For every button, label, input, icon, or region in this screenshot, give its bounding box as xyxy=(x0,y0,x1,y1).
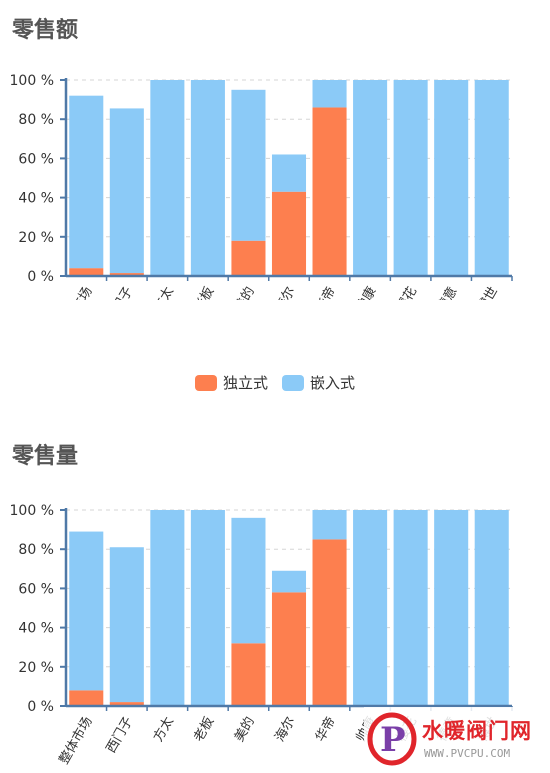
watermark: P 水暖阀门网 WWW.PVCPU.COM xyxy=(364,707,544,769)
legend-item-builtin[interactable]: 嵌入式 xyxy=(282,372,355,393)
x-tick-label: 西门子 xyxy=(104,285,136,301)
x-tick-label: 整体市场 xyxy=(56,714,96,767)
retail-sales-title: 零售额 xyxy=(12,18,79,43)
bar-segment-builtin[interactable] xyxy=(434,510,469,706)
x-tick-label: 帅康 xyxy=(353,284,380,300)
x-tick-label: 博世 xyxy=(475,285,501,300)
x-tick-label: 方太 xyxy=(150,714,177,745)
bar-segment-builtin[interactable] xyxy=(109,547,144,703)
bar-segment-standalone[interactable] xyxy=(312,539,347,706)
watermark-logo-icon: P xyxy=(367,712,417,766)
bar-segment-builtin[interactable] xyxy=(231,517,266,644)
x-tick-label: 华帝 xyxy=(312,284,339,300)
legend: 独立式 嵌入式 xyxy=(0,372,550,393)
x-tick-label: 美的 xyxy=(231,714,258,745)
x-tick-label: 华帝 xyxy=(312,714,339,745)
bar-segment-standalone[interactable] xyxy=(312,107,347,276)
watermark-logo-letter: P xyxy=(380,720,406,760)
y-tick-label: 60 % xyxy=(18,151,54,167)
y-tick-label: 80 % xyxy=(18,112,54,128)
x-tick-label: 西门子 xyxy=(104,715,136,756)
bar-segment-builtin[interactable] xyxy=(231,89,266,241)
retail-volume-title: 零售量 xyxy=(12,444,79,469)
bar-segment-builtin[interactable] xyxy=(271,154,307,192)
bar-segment-builtin[interactable] xyxy=(69,95,104,269)
bar-segment-builtin[interactable] xyxy=(434,80,469,276)
y-tick-label: 0 % xyxy=(27,699,54,715)
x-tick-label: 方太 xyxy=(150,284,177,300)
x-tick-label: 整体市场 xyxy=(56,284,96,300)
x-tick-label: 海尔 xyxy=(272,715,298,745)
y-tick-label: 60 % xyxy=(18,581,54,597)
y-tick-label: 20 % xyxy=(18,230,54,246)
bar-segment-builtin[interactable] xyxy=(474,510,509,706)
y-tick-label: 0 % xyxy=(27,269,54,285)
bar-segment-standalone[interactable] xyxy=(69,690,104,706)
bar-segment-standalone[interactable] xyxy=(231,240,266,276)
bar-segment-standalone[interactable] xyxy=(109,273,144,276)
y-tick-label: 40 % xyxy=(18,191,54,207)
bar-segment-builtin[interactable] xyxy=(69,531,104,691)
bar-segment-builtin[interactable] xyxy=(474,80,509,276)
retail-sales-chart: 0 % 20 % 40 % 60 % 80 % 100 % 整体市场西门子方太老板美的海尔华… xyxy=(10,73,513,301)
bar-segment-builtin[interactable] xyxy=(393,510,428,706)
bar-segment-builtin[interactable] xyxy=(271,570,307,593)
legend-swatch-standalone xyxy=(194,374,217,391)
legend-item-standalone[interactable]: 独立式 xyxy=(194,372,268,393)
x-tick-label: 老板 xyxy=(191,715,217,745)
watermark-url: WWW.PVCPU.COM xyxy=(424,747,511,760)
y-tick-label: 100 % xyxy=(10,73,54,89)
watermark-site-name: 水暖阀门网 xyxy=(422,719,532,743)
bar-segment-builtin[interactable] xyxy=(353,80,388,276)
bar-segment-builtin[interactable] xyxy=(150,510,185,706)
y-tick-label: 80 % xyxy=(18,542,54,558)
y-tick-label: 40 % xyxy=(18,621,54,637)
x-tick-label: 美的 xyxy=(231,284,258,300)
y-tick-label: 100 % xyxy=(10,503,54,519)
legend-label-builtin: 嵌入式 xyxy=(310,374,356,392)
bar-segment-builtin[interactable] xyxy=(190,510,225,706)
bar-segment-builtin[interactable] xyxy=(109,108,144,274)
bar-segment-builtin[interactable] xyxy=(353,510,388,706)
bar-segment-builtin[interactable] xyxy=(150,80,185,276)
legend-label-standalone: 独立式 xyxy=(222,374,268,392)
bar-segment-standalone[interactable] xyxy=(271,191,307,276)
x-tick-label: 樱花 xyxy=(393,284,420,300)
bar-segment-builtin[interactable] xyxy=(190,80,225,276)
bar-segment-standalone[interactable] xyxy=(109,702,144,706)
y-tick-label: 20 % xyxy=(18,660,54,676)
bar-segment-standalone[interactable] xyxy=(271,592,307,706)
bar-segment-standalone[interactable] xyxy=(231,643,266,706)
x-tick-label: 德意 xyxy=(434,284,461,300)
bar-segment-standalone[interactable] xyxy=(69,268,104,276)
x-tick-label: 海尔 xyxy=(272,285,298,301)
legend-swatch-builtin xyxy=(282,374,304,391)
bar-segment-builtin[interactable] xyxy=(393,80,428,276)
bar-segment-builtin[interactable] xyxy=(312,80,347,108)
x-tick-label: 老板 xyxy=(191,285,217,301)
bar-segment-builtin[interactable] xyxy=(312,510,347,540)
